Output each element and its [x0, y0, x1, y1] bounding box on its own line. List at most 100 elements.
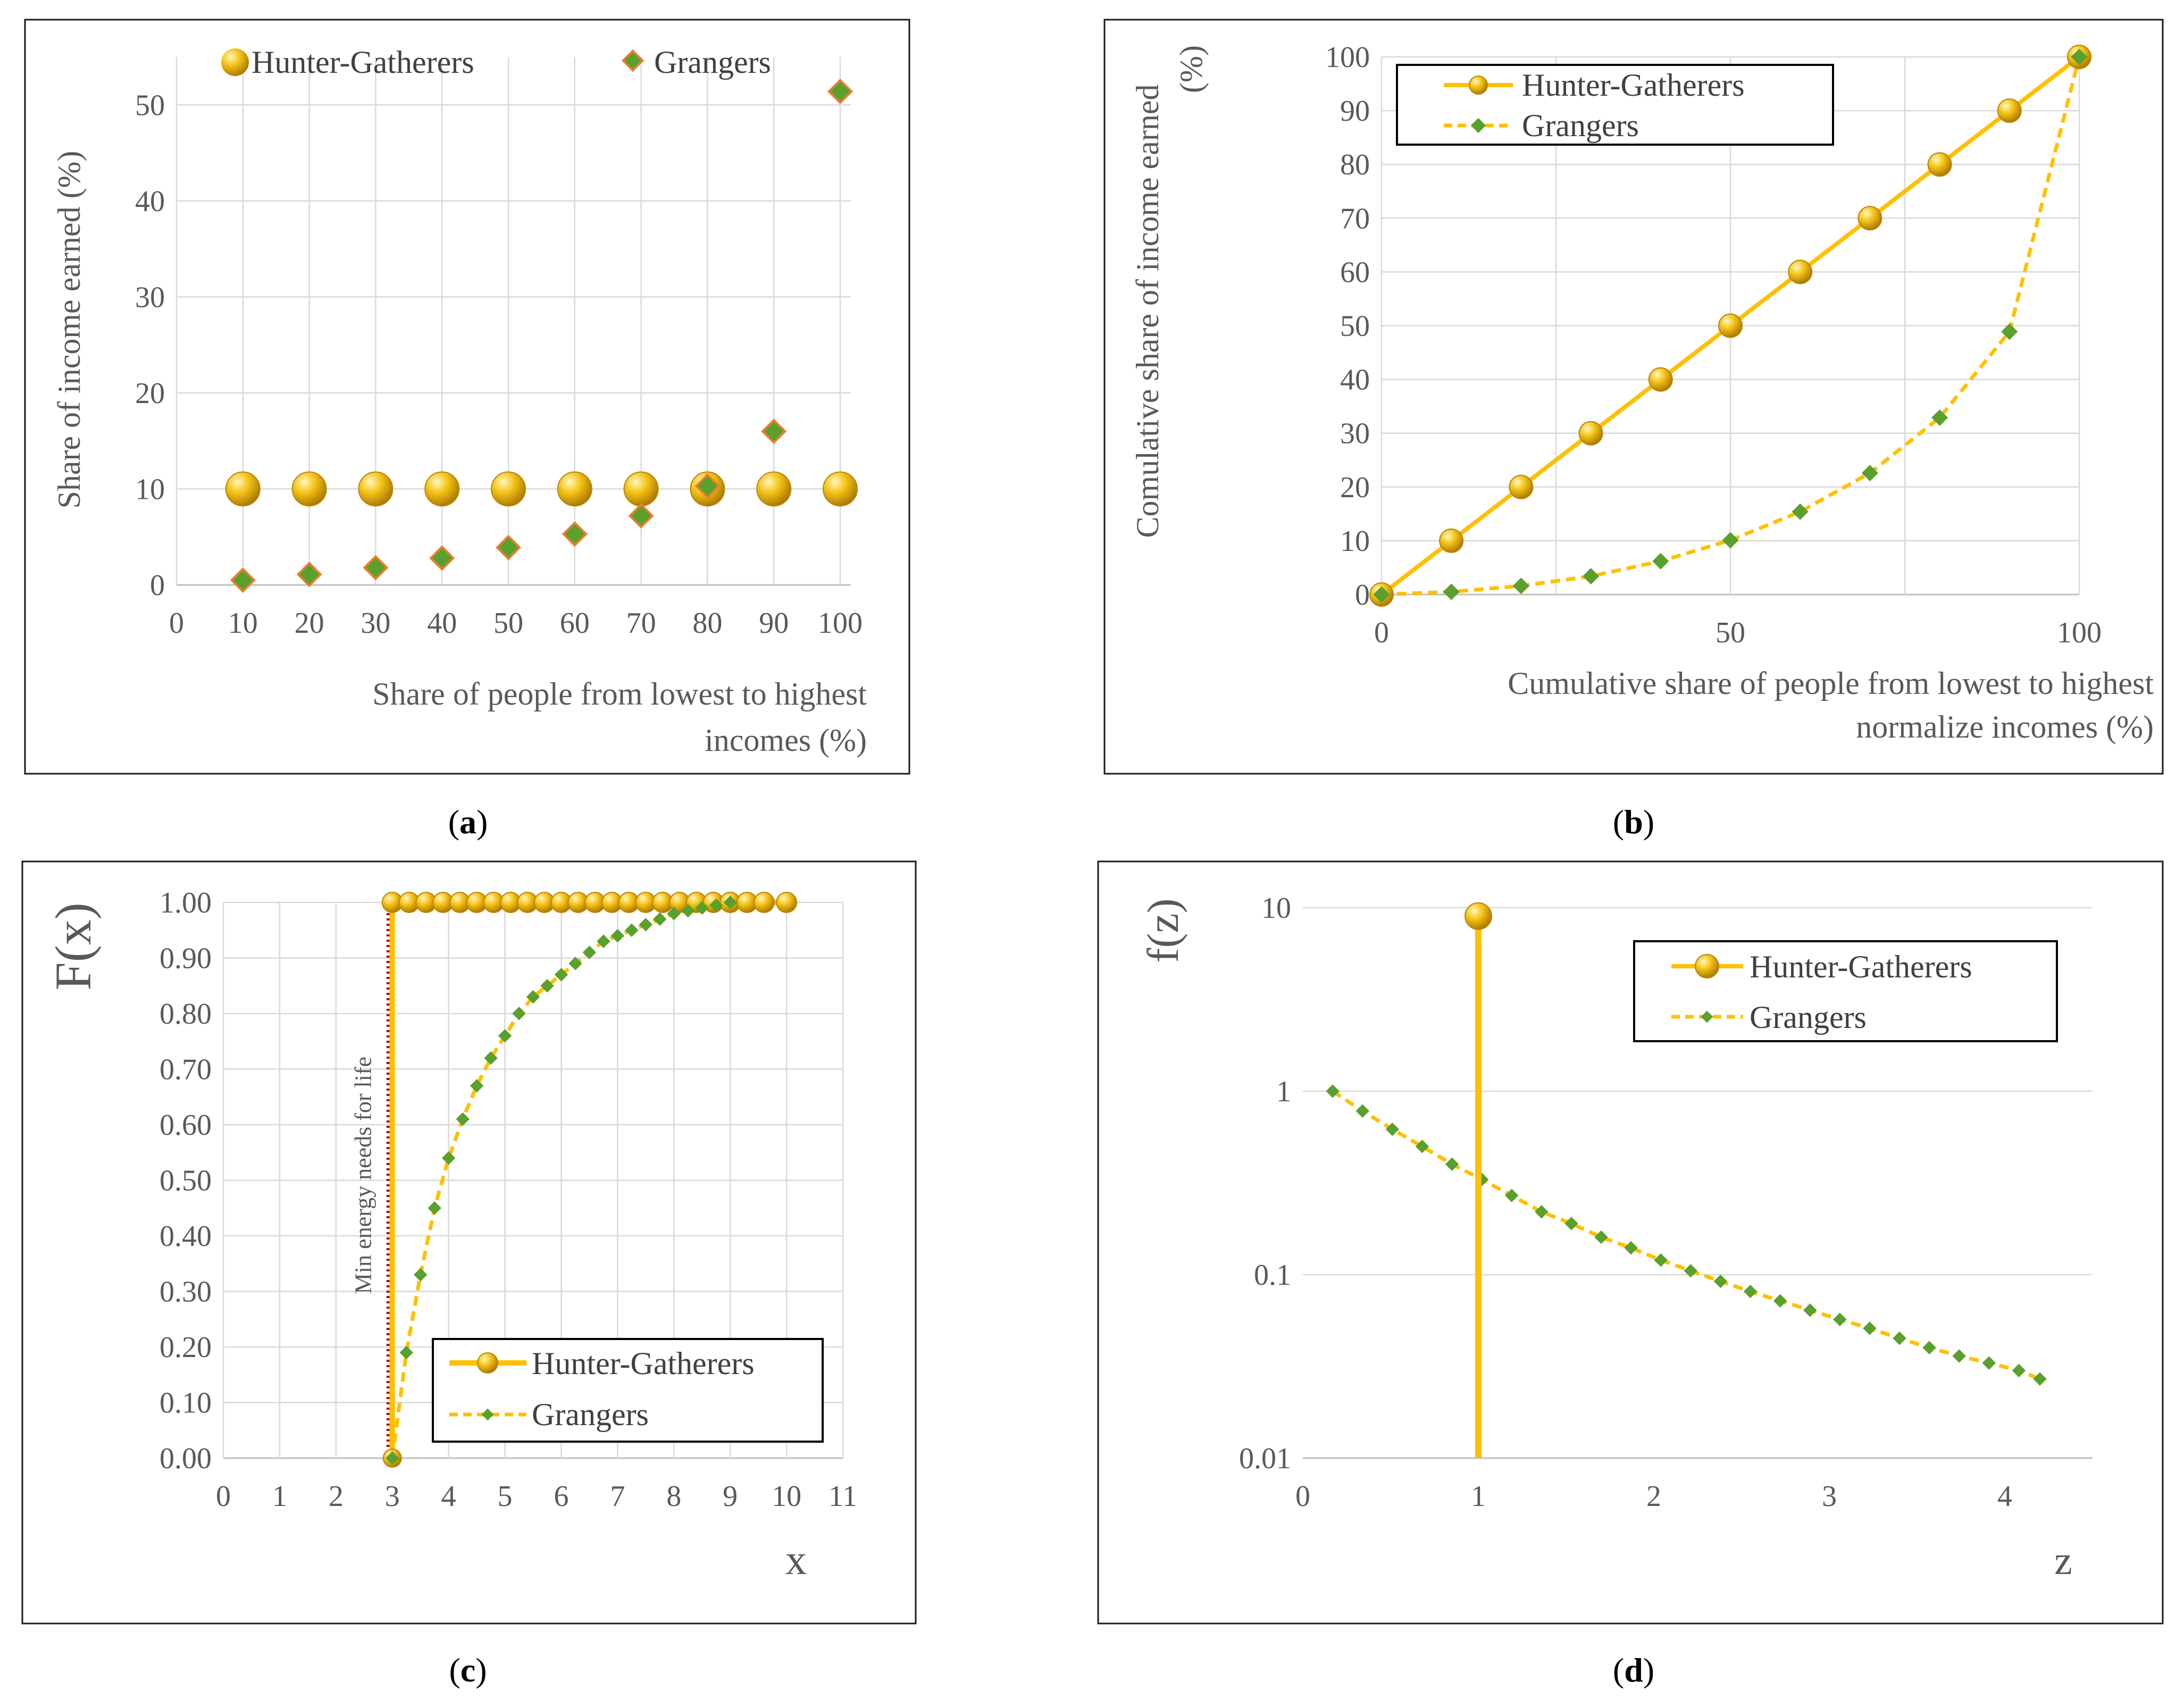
- panel-b-legend: Hunter-Gatherers Grangers: [1396, 64, 1834, 146]
- b-hunter-point-5: [1718, 313, 1743, 338]
- panel-c-legend-granger-label: Grangers: [532, 1397, 649, 1432]
- d-granger-point-15: [1773, 1294, 1787, 1308]
- panel-d-legend-hunter-label: Hunter-Gatherers: [1750, 949, 1972, 984]
- a-xtick-6: 60: [560, 607, 590, 640]
- panel-a-frame: [24, 19, 910, 775]
- a-xtick-0: 0: [169, 607, 184, 640]
- a-hunter-point-0: [225, 471, 261, 507]
- d-ytick-1: 0.1: [1254, 1259, 1291, 1292]
- a-granger-point-1: [296, 562, 322, 588]
- panel-a-legend-granger-marker: [621, 49, 645, 72]
- c-ytick-7: 0.70: [160, 1053, 212, 1086]
- c-xtick-0: 0: [216, 1480, 231, 1513]
- b-granger-point-5: [1722, 532, 1739, 549]
- panel-a-ticks: 0 10 20 30 40 50 0 10 20 30 40 50 60 70 80 90 100: [135, 89, 863, 640]
- a-xtick-3: 30: [361, 607, 390, 640]
- panel-b-legend-granger-label: Grangers: [1522, 108, 1639, 143]
- a-xtick-2: 20: [295, 607, 324, 640]
- d-granger-point-8: [1564, 1217, 1578, 1231]
- a-ytick-4: 40: [135, 185, 165, 218]
- panel-a-legend: Hunter-Gatherers Grangers: [221, 45, 771, 80]
- a-xtick-9: 90: [759, 607, 789, 640]
- panel-b-xlabel-line1: Cumulative share of people from lowest t…: [1508, 666, 2154, 701]
- a-hunter-point-4: [491, 471, 526, 507]
- a-granger-point-9: [827, 78, 853, 105]
- d-xtick-2: 2: [1646, 1480, 1661, 1513]
- b-ytick-7: 70: [1340, 202, 1370, 235]
- b-ytick-2: 20: [1340, 471, 1370, 504]
- c-ytick-9: 0.90: [160, 942, 212, 975]
- b-granger-point-3: [1583, 568, 1600, 585]
- d-granger-point-4: [1445, 1157, 1459, 1171]
- a-granger-point-0: [230, 567, 256, 593]
- d-granger-point-16: [1803, 1303, 1817, 1317]
- panel-a-xlabel-line2: incomes (%): [705, 723, 867, 758]
- panel-a-grid: [175, 57, 851, 586]
- b-hunter-point-7: [1857, 206, 1882, 231]
- c-xtick-4: 4: [441, 1480, 456, 1513]
- c-ytick-10: 1.00: [160, 886, 212, 919]
- panel-d-legend-hunter-marker: [1695, 954, 1719, 978]
- panel-d-grid: [1303, 907, 2093, 1459]
- c-xtick-9: 9: [723, 1480, 738, 1513]
- b-xtick-2: 100: [2057, 616, 2102, 649]
- c-hunter-point-23: [753, 892, 775, 913]
- a-xtick-10: 100: [818, 607, 863, 640]
- panel-c-legend-hunter-marker: [477, 1352, 498, 1374]
- a-xtick-8: 80: [692, 607, 722, 640]
- panel-a-legend-granger-label: Grangers: [654, 45, 771, 80]
- panel-d-ylabel: f(z): [1139, 898, 1188, 963]
- a-xtick-1: 10: [228, 607, 258, 640]
- panel-c-ylabel: F(x): [45, 902, 102, 990]
- b-ytick-4: 40: [1340, 364, 1370, 397]
- a-granger-point-6: [628, 503, 654, 529]
- c-ytick-8: 0.80: [160, 998, 212, 1031]
- d-granger-point-17: [1833, 1312, 1847, 1326]
- panel-d-caption-letter: d: [1624, 1651, 1643, 1689]
- d-granger-point-12: [1684, 1263, 1698, 1278]
- d-xtick-3: 3: [1822, 1480, 1837, 1513]
- panel-b-legend-box: [1396, 64, 1834, 146]
- d-granger-point-22: [1982, 1356, 1996, 1370]
- panel-b-caption-letter: b: [1624, 803, 1643, 841]
- a-ytick-3: 30: [135, 281, 165, 314]
- d-granger-point-9: [1594, 1230, 1608, 1244]
- d-granger-point-21: [1952, 1349, 1966, 1363]
- panel-d-legend: Hunter-Gatherers Grangers: [1633, 940, 2058, 1042]
- c-xtick-6: 6: [554, 1480, 568, 1513]
- b-xtick-0: 0: [1374, 616, 1389, 649]
- a-hunter-point-6: [623, 471, 659, 507]
- b-ytick-8: 80: [1340, 148, 1370, 181]
- d-xtick-4: 4: [1997, 1480, 2012, 1513]
- c-xtick-2: 2: [329, 1480, 344, 1513]
- b-hunter-point-3: [1578, 421, 1603, 446]
- b-ytick-9: 90: [1340, 95, 1370, 128]
- d-granger-point-1: [1355, 1104, 1369, 1118]
- panel-c-ticks: 0.00 0.10 0.20 0.30 0.40 0.50 0.60 0.70 0.80 0.90…: [160, 886, 857, 1513]
- panel-a-marks: [225, 78, 858, 593]
- b-granger-point-9: [2001, 323, 2018, 340]
- b-granger-point-6: [1792, 503, 1809, 520]
- panel-c-legend: Hunter-Gatherers Grangers: [432, 1338, 824, 1443]
- d-granger-point-18: [1863, 1321, 1877, 1335]
- b-ytick-1: 10: [1340, 525, 1370, 558]
- c-ytick-3: 0.30: [160, 1276, 212, 1309]
- panel-c: 0.00 0.10 0.20 0.30 0.40 0.50 0.60 0.70 0.80 0.90…: [21, 860, 917, 1689]
- a-ytick-2: 20: [135, 377, 165, 410]
- b-ytick-3: 30: [1340, 417, 1370, 450]
- d-granger-point-20: [1922, 1341, 1936, 1355]
- a-granger-point-5: [562, 521, 588, 547]
- a-xtick-4: 40: [427, 607, 457, 640]
- d-granger-point-3: [1415, 1140, 1429, 1153]
- c-xtick-3: 3: [385, 1480, 400, 1513]
- d-xtick-1: 1: [1471, 1480, 1486, 1513]
- panel-b-ylabel-line2: (%): [1174, 45, 1209, 93]
- b-ytick-10: 100: [1325, 41, 1370, 74]
- b-hunter-point-8: [1927, 152, 1952, 177]
- c-xtick-7: 7: [610, 1480, 625, 1513]
- b-ytick-5: 50: [1340, 310, 1370, 343]
- a-ytick-1: 10: [135, 473, 165, 506]
- d-ytick-2: 1: [1276, 1075, 1291, 1108]
- panel-d-legend-granger-label: Grangers: [1750, 1000, 1867, 1035]
- c-ytick-6: 0.60: [160, 1109, 212, 1142]
